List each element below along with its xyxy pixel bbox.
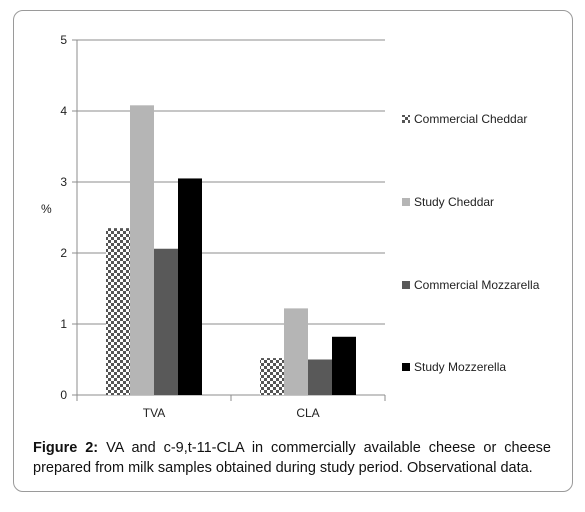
bar — [260, 358, 284, 395]
y-tick-label: 0 — [60, 388, 67, 402]
y-tick-label: 3 — [60, 175, 67, 189]
legend-label: Study Cheddar — [414, 195, 494, 209]
tick-labels: 0 1 2 3 4 5 TVA CLA — [60, 33, 319, 420]
figure-caption: Figure 2: VA and c-9,t-11-CLA in commerc… — [33, 438, 551, 478]
bar — [308, 359, 332, 395]
bars — [106, 105, 356, 395]
legend-label: Study Mozzerella — [414, 360, 506, 374]
legend-swatch — [402, 363, 410, 371]
y-tick-label: 4 — [60, 104, 67, 118]
bar — [130, 105, 154, 395]
bar — [178, 178, 202, 395]
legend: Commercial Cheddar Study Cheddar Commercia… — [402, 112, 540, 374]
bar — [106, 228, 130, 395]
x-tick-label: TVA — [143, 406, 165, 420]
legend-label: Commercial Mozzarella — [414, 278, 540, 292]
caption-text: VA and c-9,t-11-CLA in commercially avai… — [33, 440, 551, 476]
y-axis-label: % — [41, 202, 52, 216]
y-tick-label: 2 — [60, 246, 67, 260]
bar — [332, 336, 356, 395]
legend-swatch — [402, 115, 410, 123]
y-tick-label: 1 — [60, 317, 67, 331]
y-tick-label: 5 — [60, 33, 67, 47]
bar — [284, 308, 308, 395]
legend-label: Commercial Cheddar — [414, 112, 527, 126]
bar-chart: 0 1 2 3 4 5 TVA CLA % Commercial Cheddar Study C… — [41, 33, 540, 420]
caption-lead: Figure 2: — [33, 440, 99, 456]
legend-swatch — [402, 281, 410, 289]
legend-swatch — [402, 198, 410, 206]
bar — [154, 248, 178, 395]
x-tick-label: CLA — [296, 406, 319, 420]
